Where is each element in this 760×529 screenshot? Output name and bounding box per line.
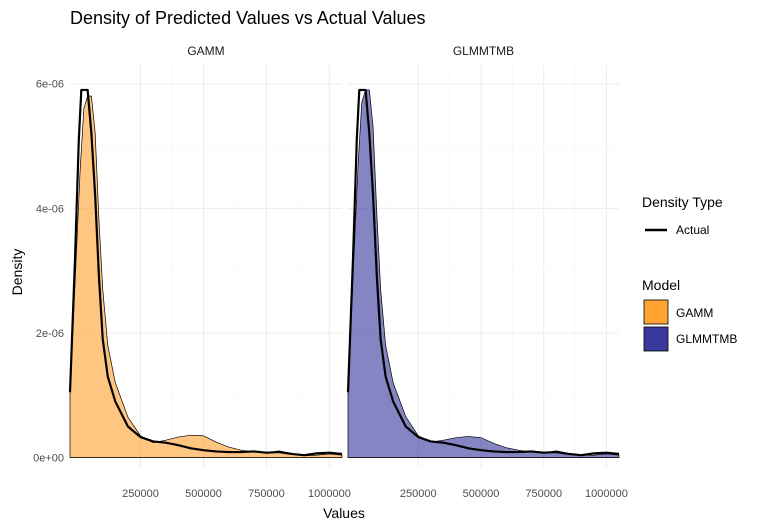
- legend-label-actual: Actual: [676, 223, 709, 237]
- facet-label-gamm: GAMM: [187, 44, 224, 58]
- predicted-density-area-gamm: [69, 95, 343, 459]
- y-tick-label: 2e-06: [36, 328, 64, 340]
- x-tick-label: 250000: [400, 488, 437, 500]
- actual-density-line-gamm: [68, 88, 343, 457]
- x-axis-title: Values: [323, 505, 365, 521]
- predicted-density-area-glmmtmb: [347, 89, 620, 459]
- panel-gamm: GAMM 250000 500000 750000 1000000 0e+00 2e-06 4…: [33, 44, 351, 500]
- legend-title-density-type: Density Type: [642, 194, 723, 210]
- legend-label-gamm: GAMM: [676, 306, 713, 320]
- y-tick-label: 0e+00: [33, 453, 64, 465]
- legend-key-gamm: [643, 299, 669, 325]
- y-axis-title: Density: [9, 249, 25, 296]
- x-tick-label: 750000: [525, 488, 562, 500]
- facet-label-glmmtmb: GLMMTMB: [453, 44, 514, 58]
- y-tick-label: 6e-06: [36, 79, 64, 91]
- legend: Density Type Actual Model GAMM GLMMTMB: [642, 194, 737, 352]
- x-tick-label: 1000000: [308, 488, 351, 500]
- panels: GAMM 250000 500000 750000 1000000 0e+00 2e-06 4…: [33, 44, 628, 500]
- legend-label-glmmtmb: GLMMTMB: [676, 332, 737, 346]
- legend-key-glmmtmb: [643, 326, 669, 352]
- actual-density-line-glmmtmb: [346, 88, 620, 457]
- chart-title: Density of Predicted Values vs Actual Va…: [70, 8, 426, 28]
- x-tick-label: 1000000: [585, 488, 628, 500]
- x-tick-label: 500000: [185, 488, 222, 500]
- x-tick-label: 750000: [248, 488, 285, 500]
- y-tick-label: 4e-06: [36, 203, 64, 215]
- x-tick-label: 500000: [463, 488, 500, 500]
- legend-title-model: Model: [642, 277, 680, 293]
- panel-glmmtmb: GLMMTMB 250000 500000 750000 1000000: [346, 44, 628, 500]
- x-tick-label: 250000: [122, 488, 159, 500]
